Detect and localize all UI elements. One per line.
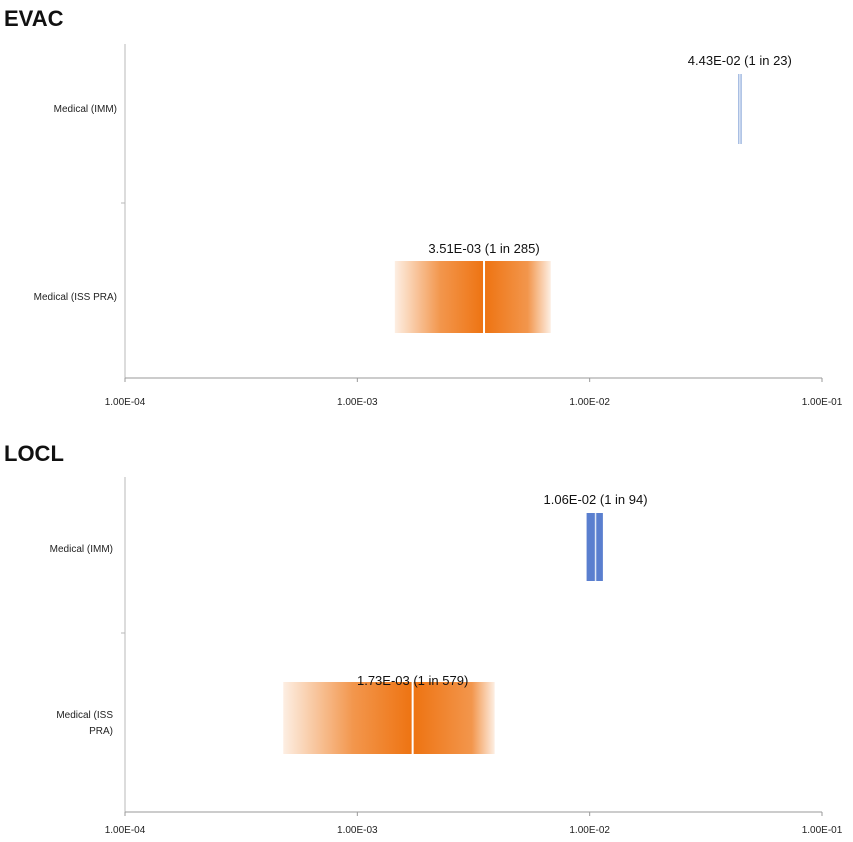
locl-category-label: Medical (ISS [56,710,113,721]
evac-x-tick-label: 1.00E-04 [105,397,146,408]
locl-x-tick-label: 1.00E-02 [569,825,610,836]
locl-data-label: 1.73E-03 (1 in 579) [357,673,468,688]
evac-category-label: Medical (ISS PRA) [34,292,117,303]
locl-x-tick-label: 1.00E-03 [337,825,378,836]
locl-range-bar [586,513,603,581]
locl-range-bar [283,682,495,754]
locl-x-tick-label: 1.00E-01 [802,825,843,836]
locl-data-label: 1.06E-02 (1 in 94) [544,492,648,507]
evac-x-tick-label: 1.00E-01 [802,397,843,408]
evac-data-label: 3.51E-03 (1 in 285) [428,241,539,256]
locl-category-label: PRA) [89,726,113,737]
locl-chart-panel: LOCL 1.00E-04 1.00E-03 1.00E-02 1.00E-01 Med… [0,421,853,842]
locl-chart-svg: 1.00E-04 1.00E-03 1.00E-02 1.00E-01 Medical … [50,477,843,836]
evac-chart-panel: EVAC 1.00E-04 1.00E-03 1.00E-02 1.00E-01 Med… [4,6,843,408]
locl-x-tick-label: 1.00E-04 [105,825,146,836]
evac-category-label: Medical (IMM) [54,104,117,115]
locl-category-label: Medical (IMM) [50,544,113,555]
evac-data-label: 4.43E-02 (1 in 23) [688,53,792,68]
evac-chart-title: EVAC [4,6,64,31]
evac-chart-svg: 1.00E-04 1.00E-03 1.00E-02 1.00E-01 Medical … [34,44,843,408]
evac-range-bar [394,261,551,333]
locl-chart-title: LOCL [4,441,64,466]
evac-x-tick-label: 1.00E-02 [569,397,610,408]
evac-x-tick-label: 1.00E-03 [337,397,378,408]
